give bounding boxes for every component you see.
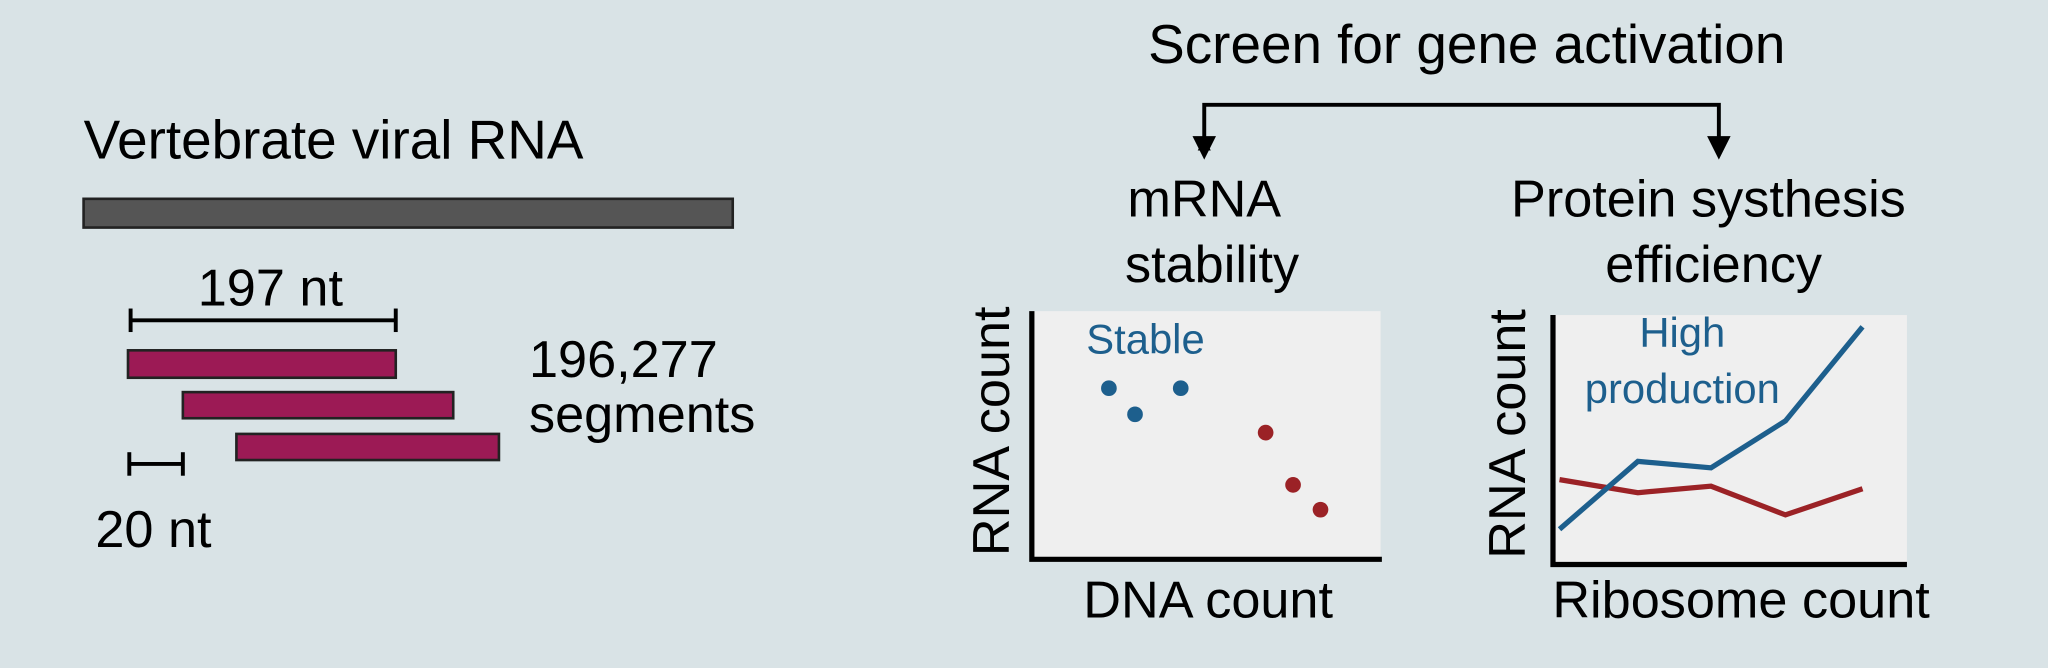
length-bracket (128, 308, 398, 333)
plot-area (1552, 315, 1907, 565)
segments (126, 349, 501, 462)
axes (1550, 315, 1907, 568)
x-label: DNA count (1083, 572, 1333, 630)
panel-heading: efficiency (1605, 236, 1823, 294)
panel-heading: mRNA (1127, 171, 1281, 229)
low-line (1559, 477, 1864, 518)
rna-title: Vertebrate viral RNA (84, 108, 584, 170)
panel-heading: Protein systhesis (1511, 171, 1906, 229)
step-label: 20 nt (95, 501, 212, 559)
y-label: RNA count (1479, 309, 1537, 559)
genome-bar (82, 197, 735, 229)
axes (1029, 311, 1382, 562)
segment-unit: segments (529, 386, 755, 444)
annotation: High (1639, 309, 1725, 356)
high-line (1557, 325, 1865, 532)
step-bracket (127, 452, 185, 476)
panel-heading: stability (1125, 236, 1300, 294)
annotation: Stable (1086, 316, 1204, 363)
segment-count: 196,277 (529, 331, 718, 389)
segment-length: 197 nt (198, 259, 344, 317)
stable-dots (1101, 380, 1189, 423)
plot-area (1031, 311, 1381, 560)
x-label: Ribosome count (1552, 572, 1930, 630)
annotation: production (1585, 365, 1780, 412)
unstable-dots (1257, 424, 1329, 518)
branch-arrows (1197, 102, 1726, 151)
y-label: RNA count (963, 306, 1021, 556)
screen-title: Screen for gene activation (1148, 13, 1785, 75)
